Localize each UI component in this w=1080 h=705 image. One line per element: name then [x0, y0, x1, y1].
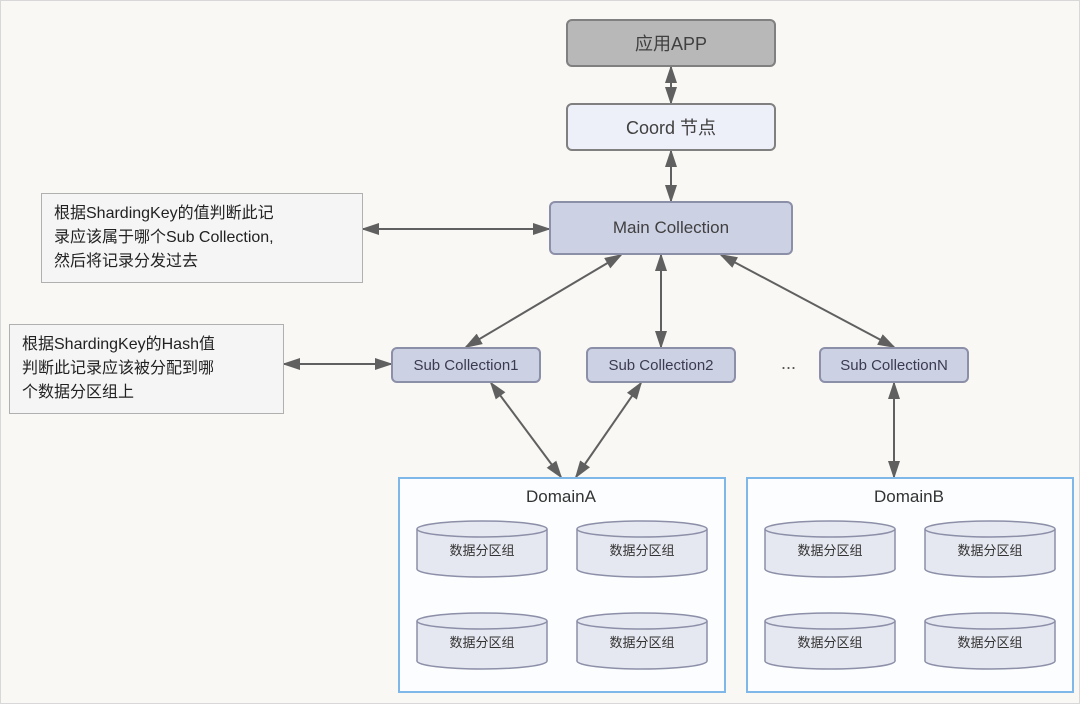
svg-text:数据分区组: 数据分区组 [449, 635, 514, 650]
sub2-label: Sub Collection2 [608, 357, 713, 374]
svg-text:数据分区组: 数据分区组 [957, 543, 1022, 558]
coord-label: Coord 节点 [626, 114, 716, 140]
svg-text:数据分区组: 数据分区组 [609, 543, 674, 558]
annotation-sharding-key: 根据ShardingKey的值判断此记 录应该属于哪个Sub Collectio… [41, 193, 363, 283]
diagram-canvas: 应用APP Coord 节点 Main Collection Sub Colle… [0, 0, 1080, 704]
svg-text:数据分区组: 数据分区组 [609, 635, 674, 650]
domain-a-title: DomainA [526, 487, 596, 507]
sub1-label: Sub Collection1 [413, 357, 518, 374]
svg-text:数据分区组: 数据分区组 [449, 543, 514, 558]
data-partition-cylinder: 数据分区组 [577, 613, 707, 669]
data-partition-cylinder: 数据分区组 [577, 521, 707, 577]
coord-node: Coord 节点 [566, 103, 776, 151]
svg-text:数据分区组: 数据分区组 [957, 635, 1022, 650]
annotation-hash: 根据ShardingKey的Hash值 判断此记录应该被分配到哪 个数据分区组上 [9, 324, 284, 414]
main-label: Main Collection [613, 218, 729, 238]
domain-b-title: DomainB [874, 487, 944, 507]
svg-text:数据分区组: 数据分区组 [797, 543, 862, 558]
data-partition-cylinder: 数据分区组 [765, 521, 895, 577]
data-partition-cylinder: 数据分区组 [925, 521, 1055, 577]
data-partition-cylinder: 数据分区组 [925, 613, 1055, 669]
sub-collection-n-node: Sub CollectionN [819, 347, 969, 383]
data-partition-cylinder: 数据分区组 [765, 613, 895, 669]
data-partition-cylinder: 数据分区组 [417, 613, 547, 669]
sub-collection-1-node: Sub Collection1 [391, 347, 541, 383]
data-partition-cylinder: 数据分区组 [417, 521, 547, 577]
sub-collection-2-node: Sub Collection2 [586, 347, 736, 383]
app-label: 应用APP [635, 30, 707, 56]
subn-label: Sub CollectionN [840, 357, 948, 374]
ellipsis: ... [781, 353, 796, 374]
app-node: 应用APP [566, 19, 776, 67]
main-collection-node: Main Collection [549, 201, 793, 255]
svg-text:数据分区组: 数据分区组 [797, 635, 862, 650]
